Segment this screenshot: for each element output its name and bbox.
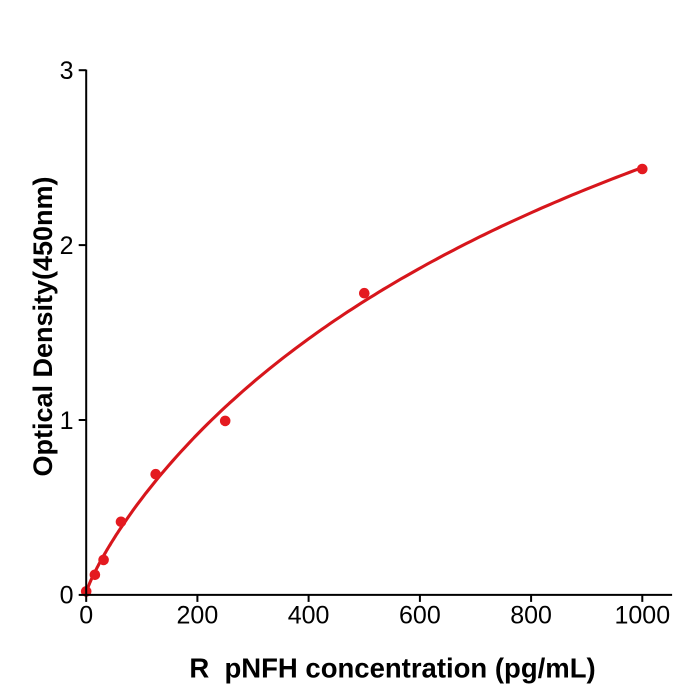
svg-text:600: 600 (399, 602, 441, 630)
svg-text:Optical Density(450nm): Optical Density(450nm) (28, 176, 58, 476)
svg-text:1: 1 (60, 407, 74, 435)
svg-text:400: 400 (288, 602, 330, 630)
svg-text:200: 200 (177, 602, 219, 630)
svg-text:0: 0 (79, 602, 93, 630)
svg-text:0: 0 (60, 582, 74, 610)
svg-text:800: 800 (510, 602, 552, 630)
svg-text:1000: 1000 (614, 602, 670, 630)
svg-text:3: 3 (60, 57, 74, 85)
svg-text:R pNFH concentration (pg/mL): R pNFH concentration (pg/mL) (189, 653, 595, 684)
svg-text:2: 2 (60, 232, 74, 260)
